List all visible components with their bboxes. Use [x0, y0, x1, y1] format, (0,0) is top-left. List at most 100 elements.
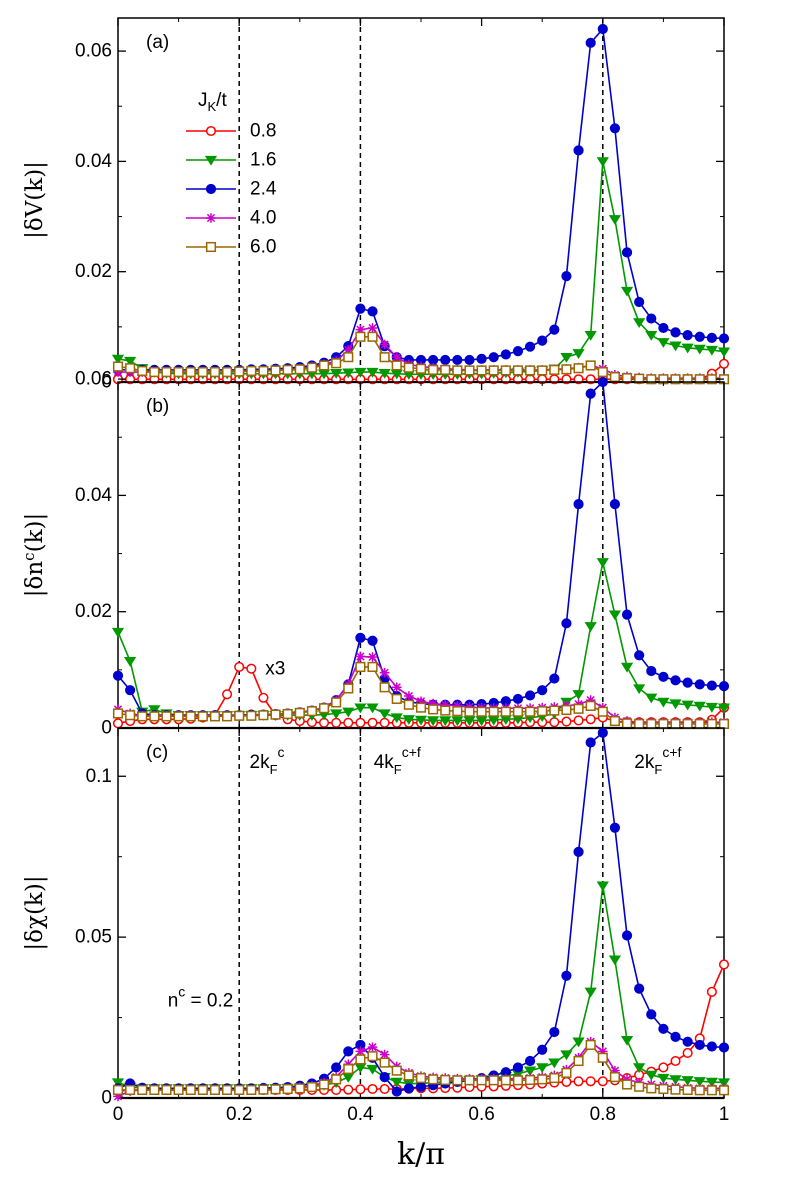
data-point — [440, 1074, 451, 1086]
data-point — [633, 684, 646, 695]
legend-label: 0.8 — [250, 121, 276, 142]
data-point — [525, 706, 536, 717]
data-point — [705, 345, 718, 356]
data-point — [452, 365, 463, 376]
data-point — [137, 1084, 148, 1096]
y-axis-title-main: |δn — [22, 561, 48, 598]
legend-entry: 6.0 — [186, 237, 276, 258]
data-point — [391, 1065, 402, 1076]
data-point — [706, 718, 717, 729]
data-point — [318, 703, 330, 714]
data-point — [681, 1076, 694, 1086]
data-point — [718, 333, 730, 344]
data-point — [706, 680, 717, 691]
data-point — [113, 367, 123, 377]
data-point — [222, 1084, 233, 1096]
series-line — [117, 380, 725, 717]
data-point — [415, 363, 427, 374]
data-point — [634, 373, 645, 384]
data-point — [537, 365, 548, 376]
data-point — [597, 1052, 608, 1063]
data-point — [391, 1086, 402, 1097]
data-point — [367, 652, 378, 662]
data-point — [573, 363, 584, 374]
data-point — [620, 1035, 634, 1046]
series-line — [117, 731, 725, 1093]
data-point — [621, 718, 633, 729]
annotation: nc = 0.2 — [168, 983, 234, 1011]
data-point — [597, 367, 608, 378]
data-point — [646, 665, 657, 677]
data-point — [428, 698, 438, 709]
data-point — [355, 632, 366, 643]
data-point — [331, 1074, 342, 1085]
data-point — [355, 717, 366, 728]
data-point — [402, 715, 415, 725]
data-point — [670, 1055, 681, 1067]
data-point — [342, 707, 355, 718]
data-point — [658, 1083, 669, 1095]
data-point — [693, 1077, 706, 1087]
annotation-tail: = 0.2 — [185, 990, 233, 1011]
data-point — [670, 675, 681, 686]
data-point — [706, 986, 717, 997]
legend-marker — [205, 241, 217, 253]
data-point — [670, 374, 681, 385]
data-point — [524, 341, 536, 352]
data-point — [682, 1036, 693, 1047]
data-point — [500, 706, 511, 717]
data-point — [379, 1057, 390, 1068]
data-point — [537, 706, 548, 717]
data-point — [620, 662, 634, 673]
data-point — [585, 700, 596, 711]
data-point — [258, 710, 269, 721]
data-point — [512, 693, 524, 705]
data-point — [391, 682, 402, 693]
data-point — [209, 367, 221, 378]
data-point — [609, 715, 620, 727]
data-point — [585, 1039, 596, 1050]
data-point — [318, 1079, 330, 1090]
data-point — [112, 361, 124, 372]
data-point — [112, 708, 124, 719]
legend-entry: 0.8 — [186, 121, 276, 142]
annotation-main: n — [168, 990, 179, 1011]
x-tick-label: 1 — [719, 1104, 730, 1125]
data-point — [427, 716, 440, 727]
data-point — [621, 247, 633, 258]
data-point — [379, 717, 390, 728]
data-point — [646, 1083, 657, 1094]
data-point — [173, 367, 184, 378]
data-point — [596, 881, 609, 892]
data-point — [125, 1084, 136, 1096]
data-point — [549, 1026, 560, 1038]
data-point — [246, 663, 257, 674]
legend-marker — [205, 125, 217, 137]
panel-label: (b) — [146, 396, 169, 417]
data-point — [414, 715, 428, 726]
data-point — [548, 1058, 561, 1069]
data-point — [111, 354, 125, 365]
data-point — [634, 650, 645, 661]
data-point — [306, 1082, 317, 1093]
data-point — [646, 374, 657, 385]
data-point — [634, 983, 645, 994]
legend-title-tail: /t — [216, 90, 227, 111]
data-point — [694, 1085, 705, 1096]
x-tick-label: 0.4 — [347, 1104, 374, 1125]
data-point — [197, 711, 208, 722]
data-point — [185, 1084, 196, 1096]
legend-entry: 2.4 — [186, 179, 277, 200]
data-point — [403, 699, 414, 710]
data-point — [246, 710, 257, 721]
y-tick-label: 0.04 — [75, 485, 112, 506]
annotation: 4kFc+f — [374, 744, 421, 777]
data-point — [718, 1042, 730, 1053]
annotation-sup: c+f — [662, 744, 681, 760]
data-point — [475, 716, 488, 727]
data-point — [561, 364, 572, 375]
annotation-sub: F — [654, 762, 662, 777]
x-axis: 0 0.2 0.4 0.6 0.8 1 k/π — [113, 1104, 730, 1172]
data-point — [584, 330, 597, 341]
data-point — [463, 716, 476, 727]
